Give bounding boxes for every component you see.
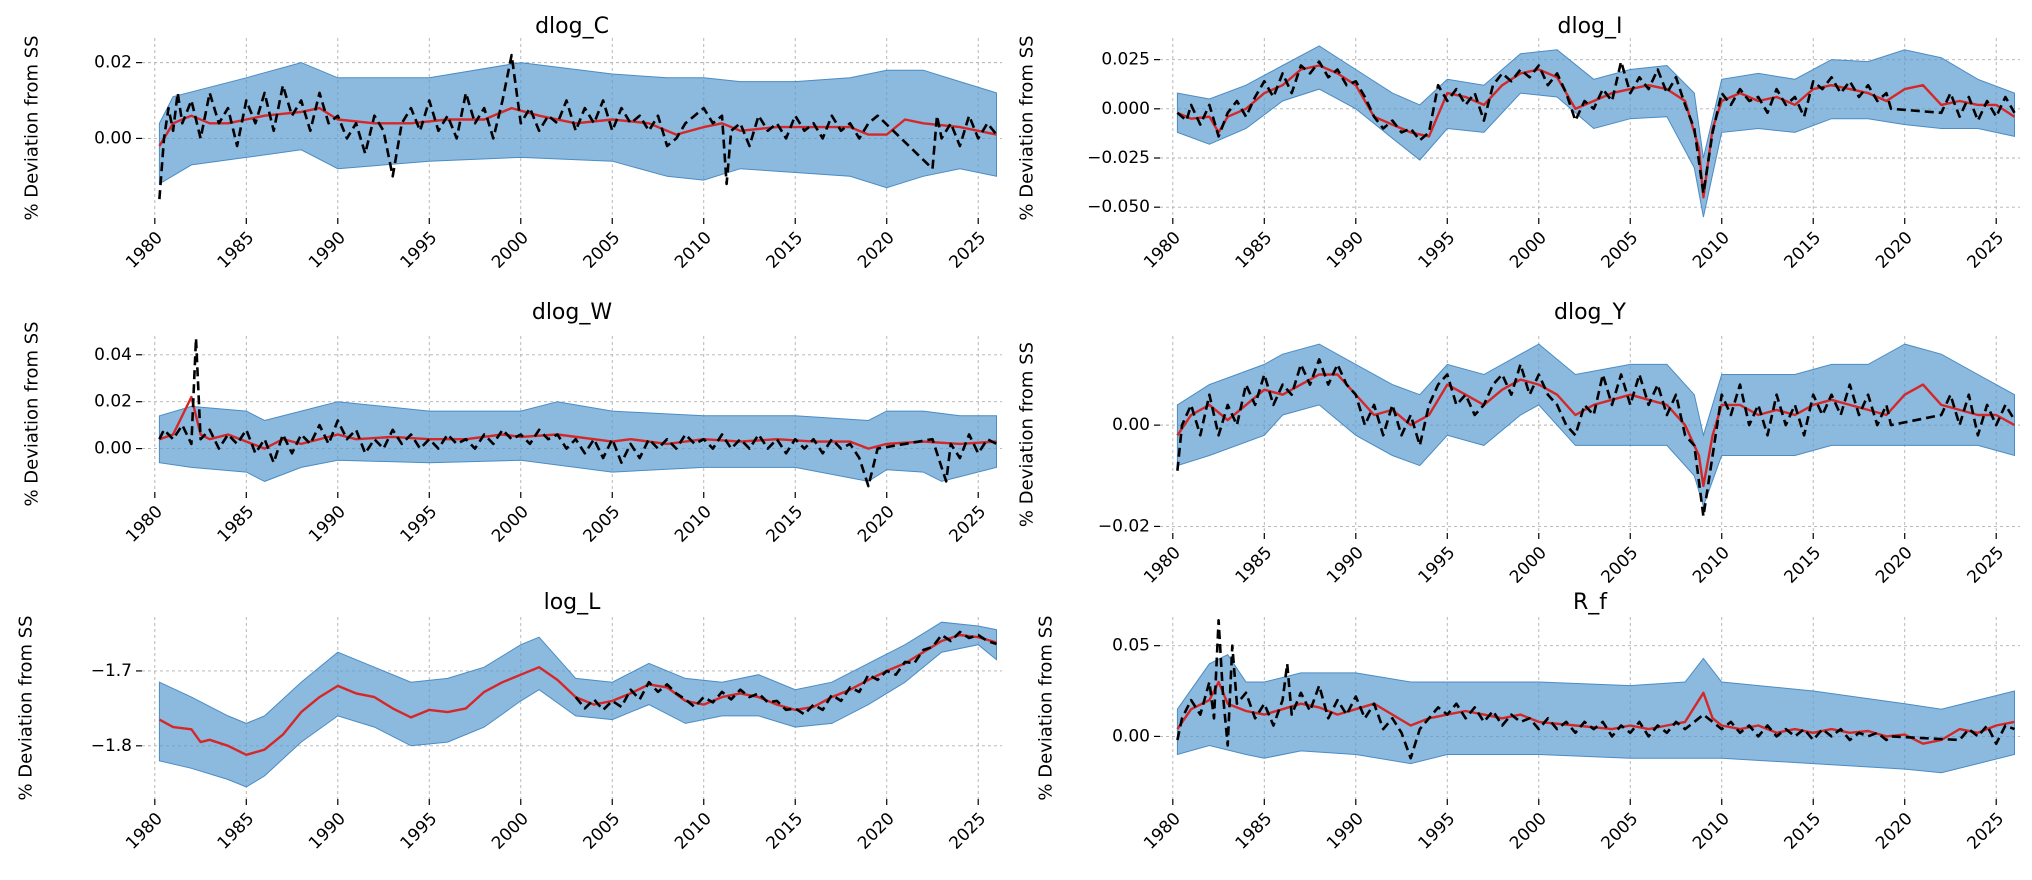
posterior-mean-line: [158, 633, 997, 756]
y-tick-label: −0.050: [1087, 197, 1150, 217]
credible-band: [158, 621, 997, 788]
credible-band: [1176, 45, 2015, 218]
credible-band: [1176, 343, 2015, 508]
y-tick-label: 0.00: [94, 128, 132, 148]
observed-data-line: [574, 630, 997, 716]
y-axis-label: % Deviation from SS: [1017, 35, 1038, 220]
observed-data-line: [158, 53, 998, 200]
observed-data-line: [158, 336, 998, 488]
subplot-title: dlog_I: [1558, 14, 1623, 39]
y-tick-label: −0.025: [1087, 148, 1150, 168]
y-tick-label: −0.02: [1098, 516, 1150, 536]
posterior-mean-line: [159, 395, 997, 450]
y-axis-label: % Deviation from SS: [22, 35, 43, 220]
observed-data-line: [1176, 618, 2015, 760]
y-tick-label: 0.00: [1112, 726, 1150, 746]
y-axis-label: % Deviation from SS: [16, 615, 37, 800]
y-axis-label: % Deviation from SS: [22, 321, 43, 506]
y-tick-label: 0.05: [1112, 636, 1150, 656]
subplot-title: log_L: [544, 590, 602, 615]
posterior-mean-line: [158, 106, 997, 147]
subplot-title: dlog_W: [532, 300, 613, 325]
subplot-title: R_f: [1573, 590, 1608, 615]
y-tick-label: 0.02: [94, 392, 132, 412]
posterior-mean-line: [1176, 373, 2016, 488]
observed-data-line: [1176, 60, 2016, 195]
y-tick-label: 0.00: [94, 439, 132, 459]
y-tick-label: 0.04: [94, 345, 132, 365]
y-axis-label: % Deviation from SS: [1036, 615, 1057, 800]
credible-band: [1176, 654, 2015, 774]
y-axis-label: % Deviation from SS: [1017, 342, 1038, 527]
y-tick-label: 0.02: [94, 53, 132, 73]
y-tick-label: 0.025: [1101, 50, 1150, 70]
y-tick-label: −1.7: [91, 661, 132, 681]
subplot-title: dlog_Y: [1554, 300, 1627, 325]
subplot-title: dlog_C: [535, 14, 609, 39]
y-tick-label: 0.00: [1112, 415, 1150, 435]
y-tick-label: −1.8: [91, 736, 132, 756]
y-tick-label: 0.000: [1101, 99, 1150, 119]
